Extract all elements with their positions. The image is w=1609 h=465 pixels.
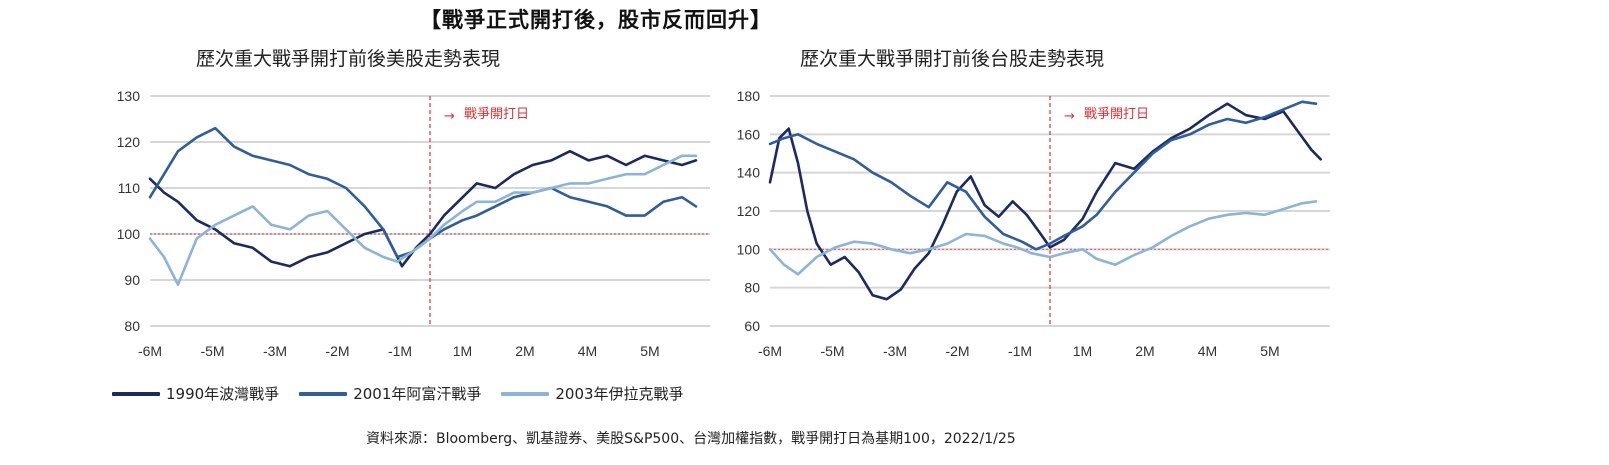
tw-y-tick: 80 xyxy=(744,280,760,296)
us-x-tick: -1M xyxy=(388,343,412,359)
legend-item-afghan-war: 2001年阿富汗戰爭 xyxy=(299,383,481,404)
tw-x-tick: -3M xyxy=(883,343,907,359)
tw-x-tick: -2M xyxy=(945,343,969,359)
tw-y-tick: 180 xyxy=(737,88,761,104)
us-x-tick: -6M xyxy=(138,343,162,359)
tw-y-tick: 60 xyxy=(744,318,760,334)
tw-x-tick: -6M xyxy=(758,343,782,359)
chart-title-tw: 歷次重大戰爭開打前後台股走勢表現 xyxy=(800,48,1105,70)
source-note: 資料來源：Bloomberg、凱基證券、美股S&P500、台灣加權指數，戰爭開打… xyxy=(366,431,1016,447)
us-x-tick: 2M xyxy=(515,343,534,359)
tw-annotation-arrow: → xyxy=(1064,109,1075,124)
legend-label-iraq-war: 2003年伊拉克戰爭 xyxy=(555,385,684,403)
tw-y-tick: 160 xyxy=(737,126,761,142)
us-series-afghan-war xyxy=(148,126,698,259)
tw-x-tick: 5M xyxy=(1260,343,1279,359)
us-x-tick: 5M xyxy=(640,343,659,359)
tw-y-tick: 120 xyxy=(737,203,761,219)
us-stock-chart: 130 120 110 100 90 80 → 戰爭開打日 -6M -5M -3M -2M -1M 1M 2… xyxy=(117,88,710,359)
us-y-tick: 120 xyxy=(117,134,141,150)
tw-x-tick: 2M xyxy=(1135,343,1154,359)
us-x-tick: -3M xyxy=(263,343,287,359)
us-annotation-arrow: → xyxy=(444,109,455,124)
us-y-tick: 130 xyxy=(117,88,141,104)
main-title: 【戰爭正式開打後，股市反而回升】 xyxy=(420,8,772,32)
tw-x-tick: -1M xyxy=(1008,343,1032,359)
legend-label-afghan-war: 2001年阿富汗戰爭 xyxy=(353,385,482,403)
us-y-tick: 100 xyxy=(117,226,141,242)
tw-series-iraq-war xyxy=(768,200,1318,276)
us-series-gulf-war xyxy=(148,149,698,268)
chart-title-us: 歷次重大戰爭開打前後美股走勢表現 xyxy=(196,48,501,70)
us-x-tick: 4M xyxy=(578,343,597,359)
us-y-tick: 110 xyxy=(118,180,141,196)
legend-label-gulf-war: 1990年波灣戰爭 xyxy=(166,385,280,403)
legend-swatch-afghan-war xyxy=(299,391,348,396)
us-x-tick: -5M xyxy=(200,343,224,359)
tw-y-tick: 100 xyxy=(737,241,761,257)
tw-stock-chart: 180 160 140 120 100 80 60 → 戰爭開打日 -6M -5M -3M -2M -1M… xyxy=(737,88,1330,359)
legend-swatch-iraq-war xyxy=(501,391,550,396)
legend-item-iraq-war: 2003年伊拉克戰爭 xyxy=(501,383,684,404)
legend: 1990年波灣戰爭 2001年阿富汗戰爭 2003年伊拉克戰爭 xyxy=(112,383,684,404)
tw-series-gulf-war xyxy=(768,102,1323,301)
us-y-tick: 90 xyxy=(124,272,140,288)
us-x-tick: -2M xyxy=(325,343,349,359)
tw-series-afghan-war xyxy=(768,100,1318,251)
us-x-tick: 1M xyxy=(453,343,472,359)
us-y-tick: 80 xyxy=(124,318,140,334)
legend-item-gulf-war: 1990年波灣戰爭 xyxy=(112,383,279,404)
tw-y-tick: 140 xyxy=(737,165,761,181)
tw-x-tick: 1M xyxy=(1073,343,1092,359)
us-series-iraq-war xyxy=(148,154,698,286)
tw-annotation: 戰爭開打日 xyxy=(1084,107,1149,122)
tw-x-tick: -5M xyxy=(820,343,844,359)
tw-x-tick: 4M xyxy=(1198,343,1217,359)
legend-swatch-gulf-war xyxy=(112,391,160,396)
us-annotation: 戰爭開打日 xyxy=(464,107,529,122)
